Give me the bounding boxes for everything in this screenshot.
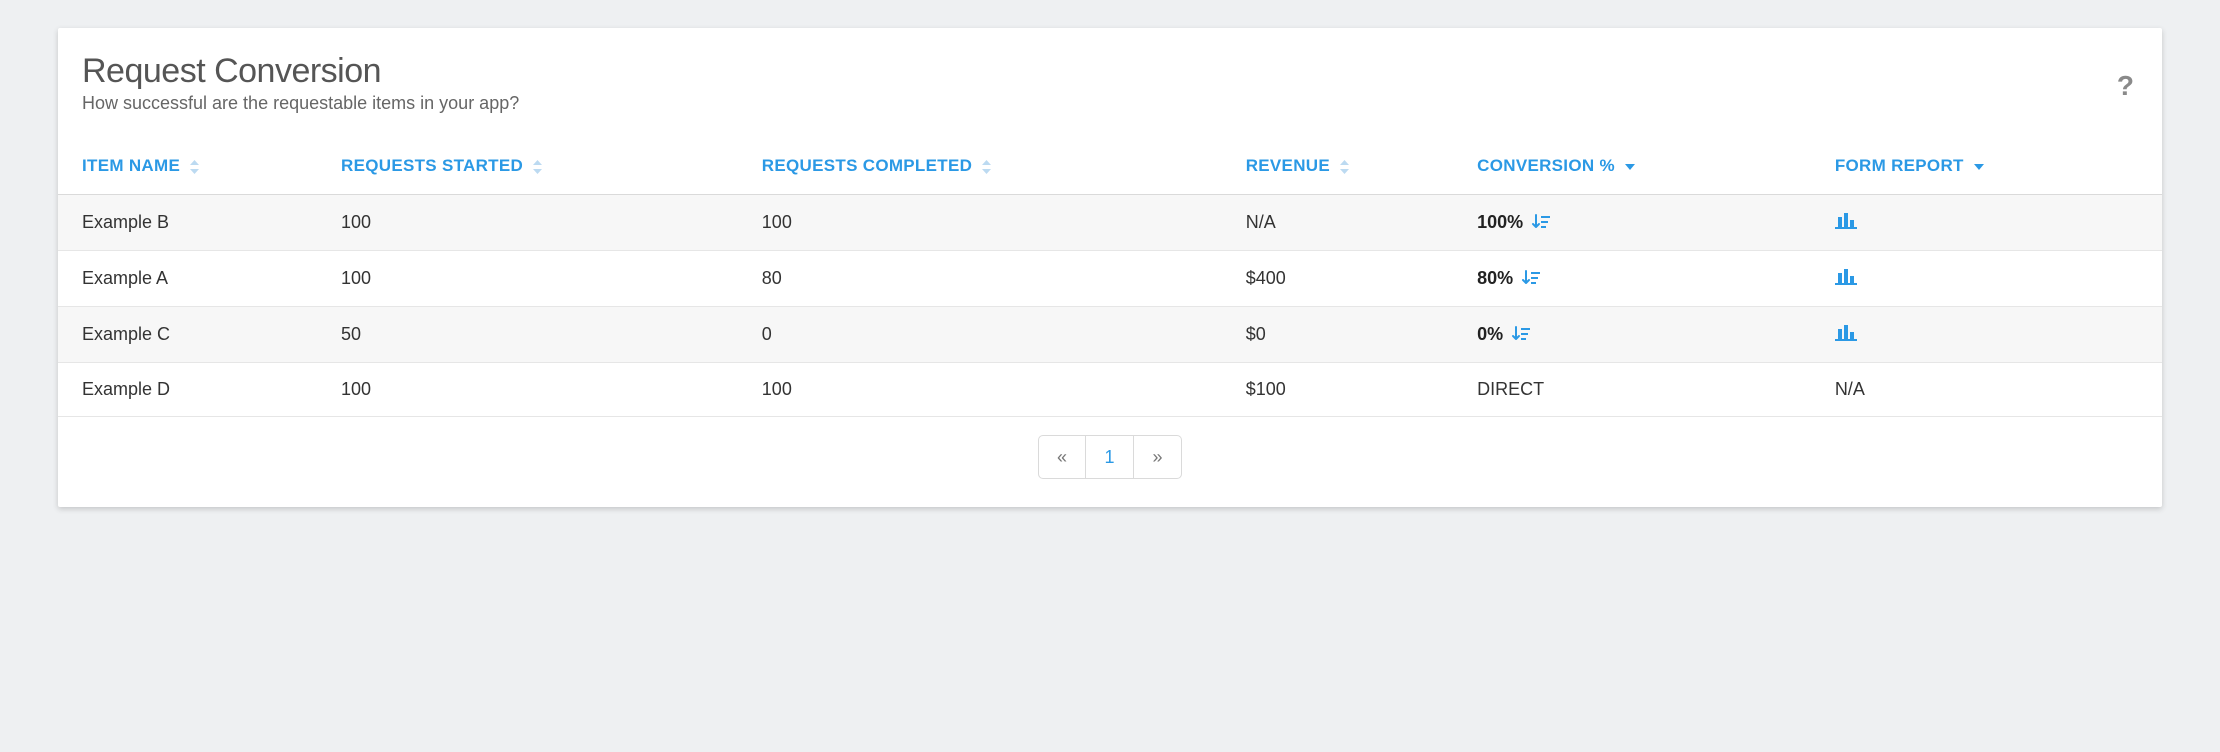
conversion-value: 80%: [1477, 268, 1513, 289]
conversion-table: ITEM NAME REQUESTS STARTED REQUESTS COMP…: [58, 142, 2162, 417]
pagination: « 1 »: [58, 435, 2162, 479]
sort-icon: [532, 160, 543, 174]
bar-chart-icon[interactable]: [1835, 323, 1857, 346]
cell-conversion: DIRECT: [1457, 363, 1815, 417]
conversion-value: 0%: [1477, 324, 1503, 345]
col-label-item-name: ITEM NAME: [82, 156, 180, 175]
page-root: Request Conversion How successful are th…: [0, 0, 2220, 547]
col-header-requests-completed[interactable]: REQUESTS COMPLETED: [742, 142, 1226, 195]
card-header: Request Conversion How successful are th…: [58, 52, 2162, 142]
cell-form-report[interactable]: [1815, 307, 2162, 363]
pager-page-1[interactable]: 1: [1086, 435, 1134, 479]
cell-requests-started: 100: [321, 195, 742, 251]
sort-icon: [189, 160, 200, 174]
cell-conversion: 0%: [1457, 307, 1815, 363]
col-header-item-name[interactable]: ITEM NAME: [58, 142, 321, 195]
cell-item-name: Example D: [58, 363, 321, 417]
conversion-value: 100%: [1477, 212, 1523, 233]
cell-revenue: $0: [1226, 307, 1457, 363]
sort-icon: [981, 160, 992, 174]
cell-revenue: $100: [1226, 363, 1457, 417]
cell-conversion: 100%: [1457, 195, 1815, 251]
request-conversion-card: Request Conversion How successful are th…: [58, 28, 2162, 507]
cell-item-name: Example B: [58, 195, 321, 251]
sort-icon: [1339, 160, 1350, 174]
col-header-form-report[interactable]: FORM REPORT: [1815, 142, 2162, 195]
col-header-revenue[interactable]: REVENUE: [1226, 142, 1457, 195]
col-label-requests-started: REQUESTS STARTED: [341, 156, 523, 175]
sort-amount-desc-icon[interactable]: [1521, 269, 1541, 289]
sort-amount-desc-icon[interactable]: [1511, 325, 1531, 345]
sort-amount-desc-icon[interactable]: [1531, 213, 1551, 233]
cell-requests-completed: 0: [742, 307, 1226, 363]
cell-requests-completed: 100: [742, 195, 1226, 251]
cell-form-report: N/A: [1815, 363, 2162, 417]
bar-chart-icon[interactable]: [1835, 267, 1857, 290]
table-row: Example A10080$400 80%: [58, 251, 2162, 307]
pager-next[interactable]: »: [1134, 435, 1182, 479]
cell-requests-completed: 80: [742, 251, 1226, 307]
cell-form-report[interactable]: [1815, 195, 2162, 251]
col-header-conversion[interactable]: CONVERSION %: [1457, 142, 1815, 195]
table-body: Example B100100N/A100%Example A10080$400…: [58, 195, 2162, 417]
cell-conversion: 80%: [1457, 251, 1815, 307]
col-label-revenue: REVENUE: [1246, 156, 1330, 175]
page-title: Request Conversion: [82, 52, 2138, 91]
cell-revenue: N/A: [1226, 195, 1457, 251]
cell-requests-completed: 100: [742, 363, 1226, 417]
bar-chart-icon[interactable]: [1835, 211, 1857, 234]
page-subtitle: How successful are the requestable items…: [82, 93, 2138, 114]
cell-requests-started: 100: [321, 251, 742, 307]
col-label-conversion: CONVERSION %: [1477, 156, 1615, 175]
table-row: Example D100100$100DIRECTN/A: [58, 363, 2162, 417]
pager-prev[interactable]: «: [1038, 435, 1086, 479]
col-header-requests-started[interactable]: REQUESTS STARTED: [321, 142, 742, 195]
caret-down-icon: [1624, 163, 1636, 171]
cell-item-name: Example A: [58, 251, 321, 307]
cell-requests-started: 100: [321, 363, 742, 417]
table-row: Example B100100N/A100%: [58, 195, 2162, 251]
col-label-requests-completed: REQUESTS COMPLETED: [762, 156, 972, 175]
col-label-form-report: FORM REPORT: [1835, 156, 1964, 175]
cell-requests-started: 50: [321, 307, 742, 363]
help-icon[interactable]: ?: [2117, 70, 2134, 102]
cell-form-report[interactable]: [1815, 251, 2162, 307]
cell-revenue: $400: [1226, 251, 1457, 307]
caret-down-icon: [1973, 163, 1985, 171]
table-row: Example C500$0 0%: [58, 307, 2162, 363]
cell-item-name: Example C: [58, 307, 321, 363]
